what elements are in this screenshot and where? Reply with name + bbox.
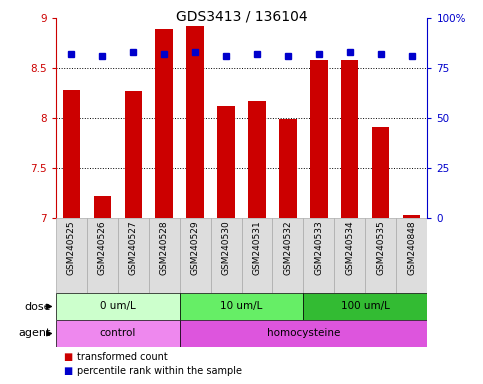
Bar (56, 320, 180, 347)
Text: GSM240530: GSM240530 (222, 220, 230, 275)
Bar (86, 218, 117, 293)
Text: transformed count: transformed count (77, 352, 168, 362)
Bar (156, 29, 172, 218)
Bar (211, 218, 242, 293)
Bar (397, 218, 427, 293)
Text: dose: dose (24, 301, 51, 311)
Bar (217, 106, 235, 218)
Text: homocysteine: homocysteine (267, 328, 340, 339)
Bar (372, 127, 389, 218)
Text: 0 um/L: 0 um/L (99, 301, 135, 311)
Text: percentile rank within the sample: percentile rank within the sample (77, 366, 242, 376)
Text: 100 um/L: 100 um/L (341, 301, 390, 311)
Text: ■: ■ (63, 352, 72, 362)
Bar (311, 60, 327, 218)
Bar (180, 218, 211, 293)
Text: GSM240532: GSM240532 (284, 220, 293, 275)
Bar (56, 218, 86, 293)
Bar (242, 218, 272, 293)
Bar (117, 218, 149, 293)
Text: GDS3413 / 136104: GDS3413 / 136104 (176, 10, 307, 24)
Text: GSM240534: GSM240534 (345, 220, 355, 275)
Bar (341, 60, 358, 218)
Text: GSM240525: GSM240525 (67, 220, 75, 275)
Bar (186, 26, 203, 218)
Bar (303, 293, 427, 320)
Text: GSM240535: GSM240535 (376, 220, 385, 275)
Bar (62, 90, 80, 218)
Text: 10 um/L: 10 um/L (220, 301, 263, 311)
Text: GSM240531: GSM240531 (253, 220, 261, 275)
Text: control: control (99, 328, 136, 339)
Bar (280, 119, 297, 218)
Text: GSM240526: GSM240526 (98, 220, 107, 275)
Text: agent: agent (18, 328, 51, 339)
Bar (56, 293, 180, 320)
Bar (180, 293, 303, 320)
Bar (303, 218, 334, 293)
Text: ■: ■ (63, 366, 72, 376)
Text: GSM240528: GSM240528 (159, 220, 169, 275)
Bar (94, 196, 111, 218)
Text: GSM240527: GSM240527 (128, 220, 138, 275)
Bar (366, 218, 397, 293)
Bar (272, 218, 303, 293)
Text: GSM240848: GSM240848 (408, 220, 416, 275)
Bar (125, 91, 142, 218)
Bar (403, 215, 421, 218)
Bar (248, 101, 266, 218)
Bar (180, 320, 427, 347)
Text: GSM240533: GSM240533 (314, 220, 324, 275)
Bar (149, 218, 180, 293)
Text: GSM240529: GSM240529 (190, 220, 199, 275)
Bar (334, 218, 366, 293)
